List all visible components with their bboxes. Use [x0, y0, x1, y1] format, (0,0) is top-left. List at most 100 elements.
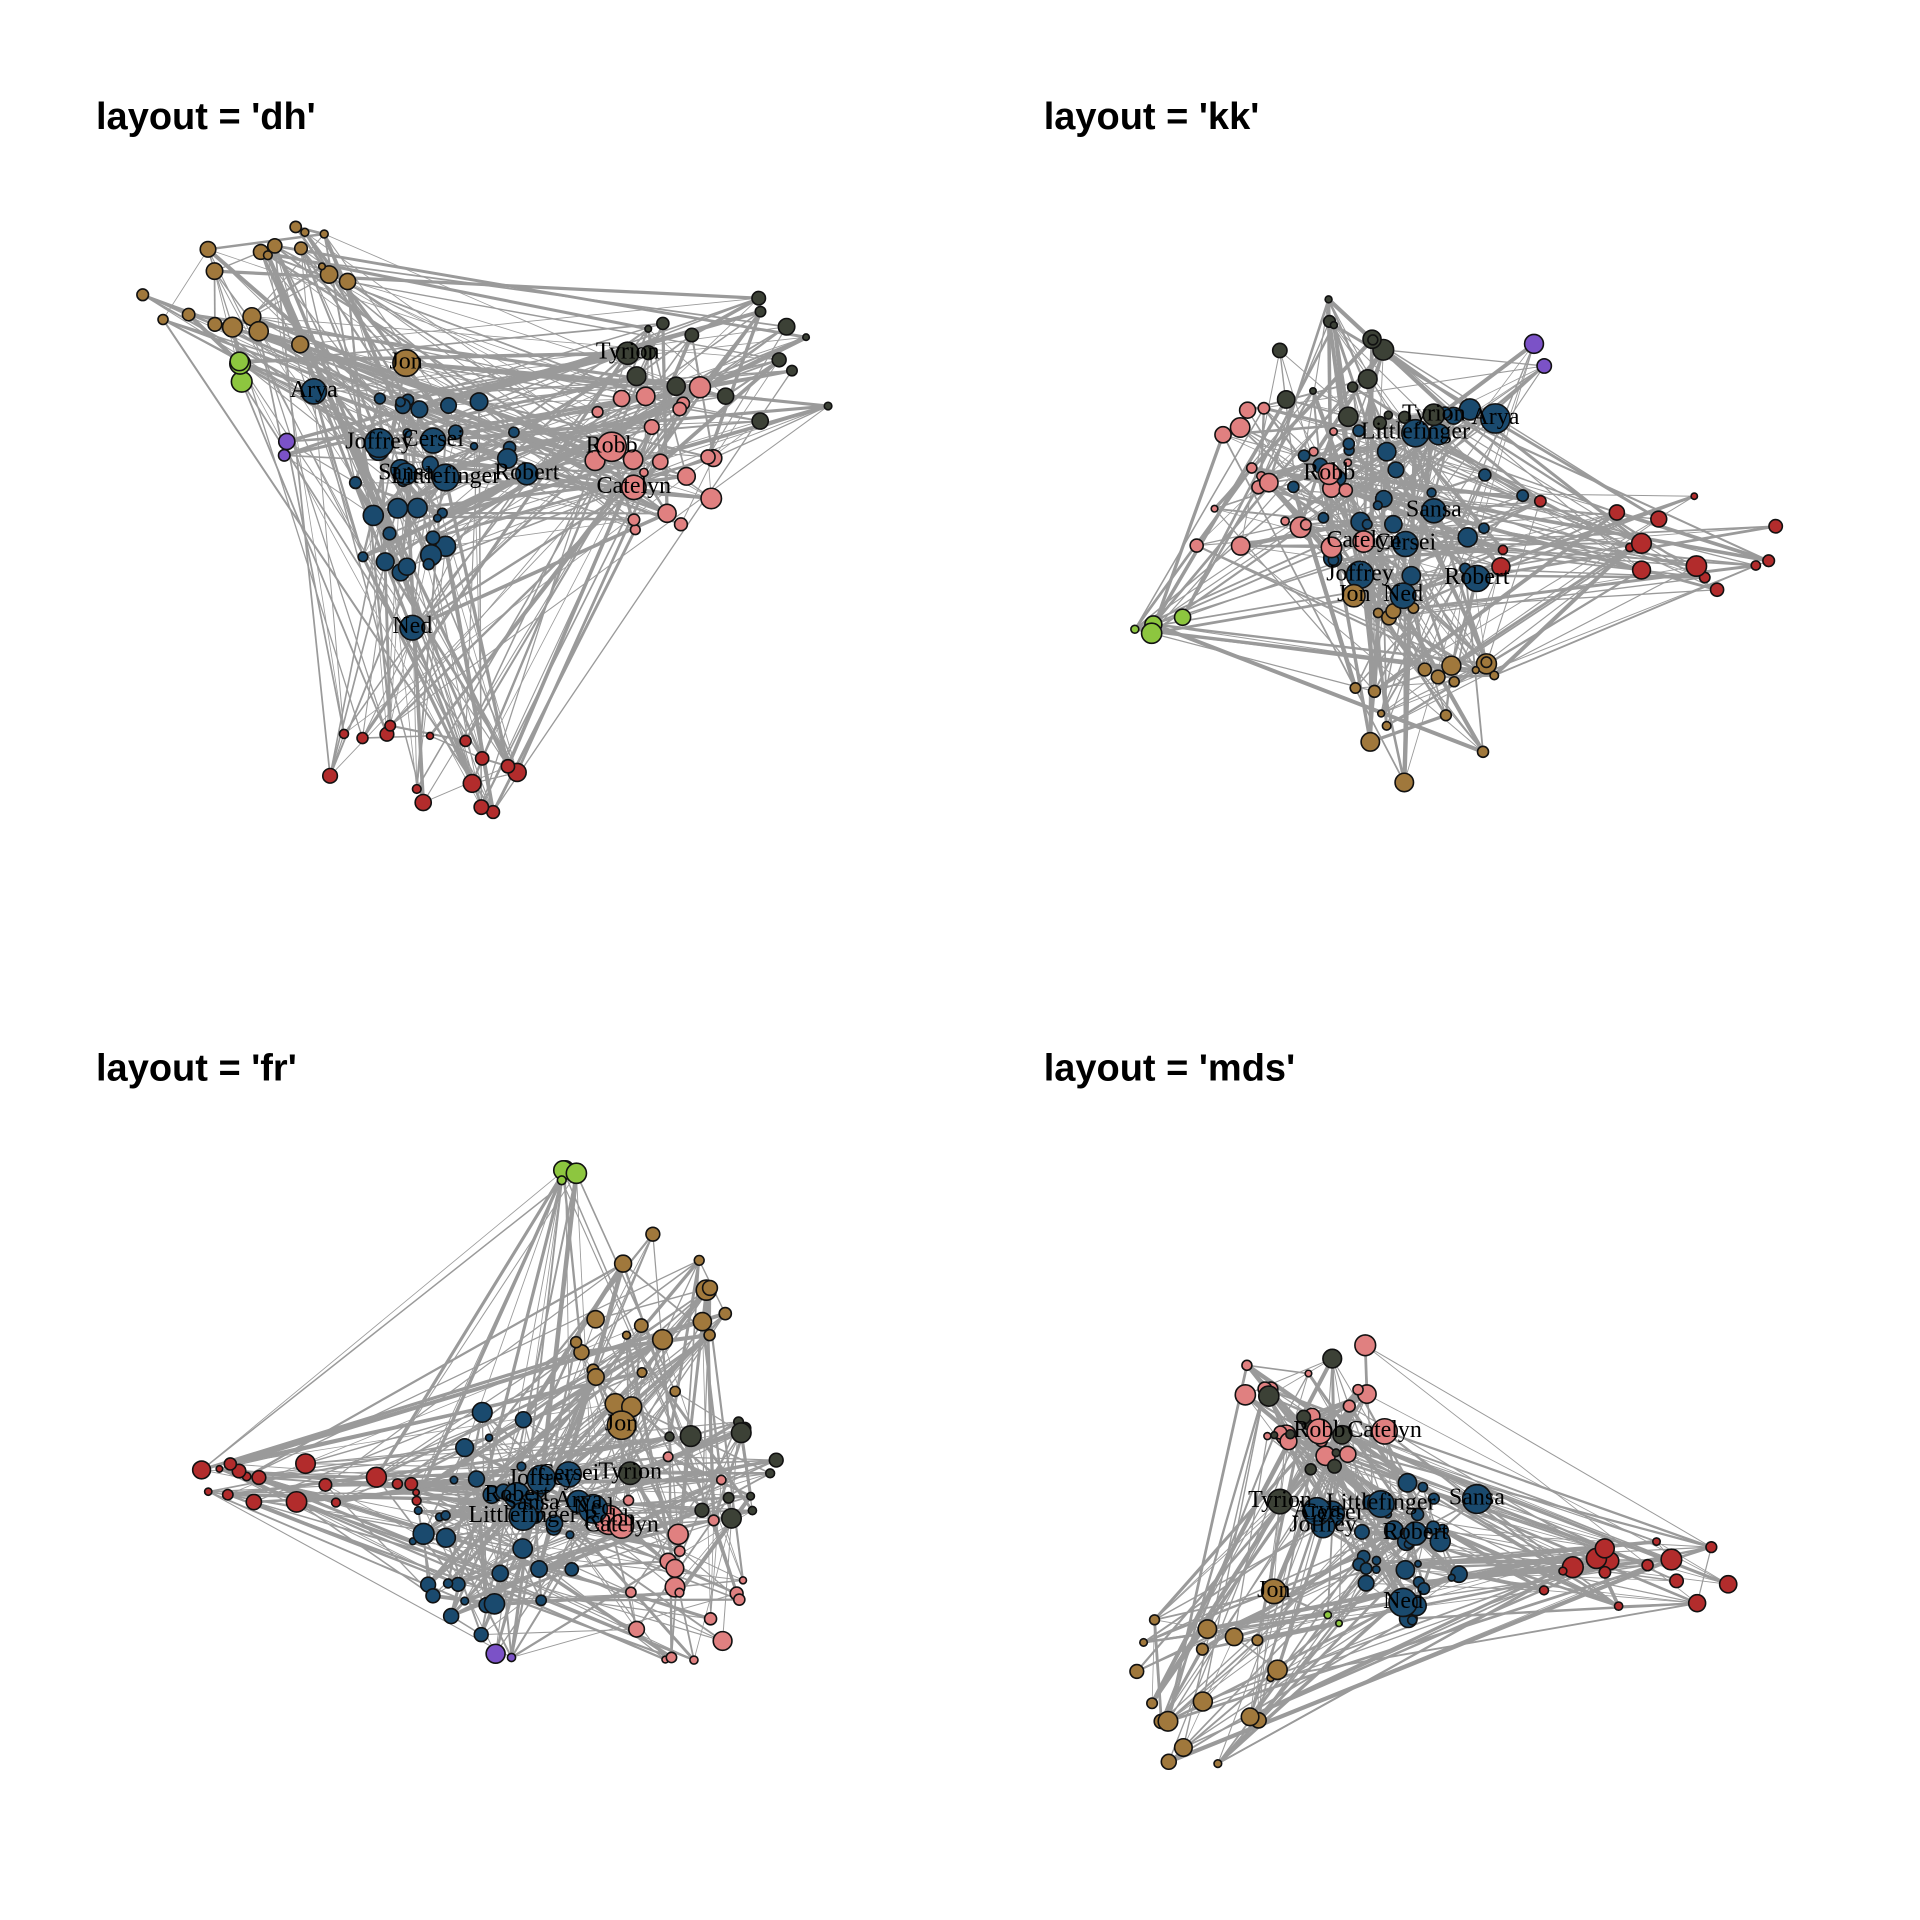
edge: [668, 1260, 701, 1437]
edge: [502, 1180, 563, 1492]
edge: [407, 352, 628, 402]
node-label: Catelyn: [597, 473, 672, 499]
node: [643, 418, 660, 436]
edge: [1279, 1405, 1350, 1502]
edge: [1383, 349, 1545, 367]
node: [1229, 417, 1251, 439]
edge: [299, 343, 635, 489]
edge: [1152, 622, 1484, 754]
node: [1594, 1538, 1616, 1559]
node: [608, 1513, 635, 1539]
node: [1384, 514, 1403, 534]
node-label: Joffrey: [345, 429, 413, 455]
node: [1613, 1601, 1624, 1612]
edge: [488, 1437, 569, 1475]
node: [506, 1652, 517, 1663]
edge: [713, 405, 829, 459]
edge: [1271, 1388, 1361, 1593]
node: [569, 1335, 583, 1349]
edge: [445, 519, 635, 547]
edge: [701, 1472, 771, 1511]
node: [356, 731, 369, 745]
edge: [328, 274, 726, 397]
node: [1148, 1614, 1161, 1626]
node: [1421, 497, 1447, 524]
node: [556, 1175, 567, 1186]
node: [771, 352, 787, 368]
node: [399, 614, 426, 641]
edge: [1217, 1570, 1564, 1765]
node-label: Littlefinger: [1361, 419, 1470, 445]
node: [1394, 772, 1415, 793]
node: [1687, 1593, 1707, 1613]
node-label: Catelyn: [1347, 1417, 1422, 1443]
node: [373, 392, 387, 405]
node: [483, 1593, 506, 1615]
edge: [1353, 511, 1618, 597]
node: [1352, 1383, 1364, 1396]
edge: [509, 446, 645, 474]
node: [295, 1453, 317, 1475]
node-label: Robert: [494, 459, 560, 485]
node: [700, 449, 716, 465]
edge: [1168, 1498, 1478, 1763]
node-label: Ned: [573, 1494, 613, 1520]
node: [425, 731, 435, 741]
node: [591, 405, 604, 419]
edge: [437, 458, 508, 519]
node: [348, 476, 363, 490]
node: [651, 1328, 674, 1351]
node: [404, 1476, 419, 1491]
node: [1317, 462, 1341, 486]
node-label: Robb: [1293, 1417, 1345, 1443]
node: [1367, 334, 1379, 346]
edge: [296, 1376, 597, 1503]
node: [1140, 622, 1163, 645]
edge: [1279, 350, 1485, 529]
edge: [1151, 632, 1375, 693]
node: [635, 386, 656, 407]
node: [1403, 1521, 1428, 1546]
node: [530, 1560, 549, 1579]
node-label: Sansa: [378, 459, 434, 485]
edge: [478, 401, 483, 808]
node: [1388, 1587, 1418, 1618]
node: [1533, 494, 1547, 508]
node: [440, 1510, 451, 1521]
node: [1461, 1483, 1493, 1515]
edge: [406, 566, 482, 808]
edge: [1150, 434, 1225, 634]
edge: [1401, 418, 1496, 545]
node: [1397, 1472, 1418, 1493]
node: [1371, 1417, 1399, 1445]
edge: [267, 254, 787, 328]
node: [1718, 1574, 1738, 1594]
edge: [701, 1321, 722, 1481]
edge: [1181, 324, 1335, 618]
edge: [608, 1339, 664, 1521]
edge: [1486, 542, 1642, 663]
node: [1306, 1418, 1333, 1445]
edge: [283, 374, 637, 457]
node: [665, 1558, 685, 1578]
node: [402, 428, 413, 439]
node: [411, 783, 422, 795]
node: [1690, 492, 1699, 501]
node: [612, 389, 631, 408]
panel-title: layout = 'dh': [96, 96, 316, 138]
node: [1768, 518, 1784, 534]
edge: [378, 368, 793, 453]
edge: [400, 322, 664, 403]
node: [1359, 1562, 1373, 1576]
node: [1322, 1348, 1343, 1369]
node: [1417, 1481, 1429, 1493]
edge: [207, 248, 646, 397]
edge: [633, 420, 761, 461]
node: [1270, 1431, 1279, 1440]
edge: [511, 1593, 737, 1658]
edge: [201, 1172, 577, 1471]
edge: [701, 1321, 711, 1619]
edge: [539, 1560, 669, 1570]
node: [1263, 1431, 1272, 1441]
edge: [445, 1514, 723, 1642]
